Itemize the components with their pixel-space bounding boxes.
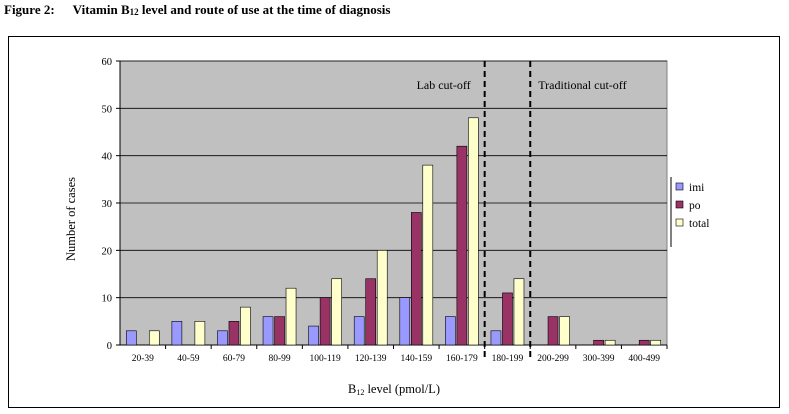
bar-imi bbox=[308, 325, 319, 346]
bar-total bbox=[422, 164, 434, 346]
y-tick-label: 30 bbox=[102, 199, 113, 210]
legend-label: total bbox=[689, 218, 709, 230]
bar-po bbox=[593, 339, 604, 346]
legend-swatch-po bbox=[675, 200, 684, 209]
x-axis-title-subscript: 12 bbox=[356, 388, 364, 397]
bar-imi bbox=[399, 297, 411, 346]
bar-imi bbox=[353, 316, 365, 346]
y-tick-label: 0 bbox=[107, 341, 112, 352]
bar-total bbox=[468, 117, 479, 346]
figure-label: Figure 2: bbox=[4, 2, 55, 17]
x-tick-label: 80-99 bbox=[268, 354, 290, 364]
bar-imi bbox=[217, 330, 228, 346]
bar-total bbox=[148, 330, 160, 346]
x-axis-title-main: B bbox=[348, 382, 356, 396]
bar-total bbox=[559, 316, 570, 346]
bar-total bbox=[194, 321, 206, 346]
bar-total bbox=[513, 278, 525, 346]
bar-po bbox=[547, 316, 559, 346]
figure-title-main: Vitamin B bbox=[72, 2, 130, 17]
x-tick-label: 140-159 bbox=[400, 354, 432, 364]
legend: imi po total bbox=[670, 177, 709, 247]
plot-area: 0 10 20 30 40 50 60 20-39 40-59 60-79 80-99 100-119… bbox=[102, 57, 668, 364]
x-tick-label: 40-59 bbox=[177, 354, 199, 364]
legend-label: imi bbox=[689, 182, 704, 194]
x-tick-label: 120-139 bbox=[355, 354, 387, 364]
y-tick-label: 10 bbox=[102, 294, 113, 305]
bar-po bbox=[638, 339, 650, 346]
bar-imi bbox=[171, 321, 183, 346]
y-tick-label: 50 bbox=[102, 104, 113, 115]
bar-imi bbox=[262, 316, 274, 346]
cutoff-label: Traditional cut-off bbox=[538, 78, 626, 92]
x-tick-label: 60-79 bbox=[223, 354, 245, 364]
bar-imi bbox=[490, 330, 502, 346]
bar-po bbox=[502, 292, 513, 346]
x-tick-label: 200-299 bbox=[537, 354, 569, 364]
x-tick-label: 100-119 bbox=[309, 354, 341, 364]
chart-frame: 0 10 20 30 40 50 60 20-39 40-59 60-79 80-99 100-119… bbox=[8, 36, 780, 408]
bar-total bbox=[331, 278, 342, 346]
bar-total bbox=[376, 250, 388, 346]
x-tick-label: 300-399 bbox=[583, 354, 615, 364]
y-tick-label: 40 bbox=[102, 152, 113, 163]
x-axis-title-rest: level (pmol/L) bbox=[364, 382, 440, 396]
bar-po bbox=[410, 212, 422, 346]
bar-total bbox=[285, 287, 297, 346]
bar-total bbox=[650, 339, 662, 346]
bar-imi bbox=[445, 316, 456, 346]
x-tick-label: 400-499 bbox=[628, 354, 660, 364]
legend-swatch-total bbox=[675, 218, 684, 227]
x-tick-label: 180-199 bbox=[492, 354, 524, 364]
bar-total bbox=[604, 339, 616, 346]
figure-caption: Figure 2: Vitamin B12 level and route of … bbox=[4, 2, 390, 18]
x-axis-title: B12 level (pmol/L) bbox=[348, 382, 440, 397]
figure-title-subscript: 12 bbox=[129, 7, 139, 17]
bar-chart: 0 10 20 30 40 50 60 20-39 40-59 60-79 80-99 100-119… bbox=[64, 57, 709, 397]
bar-po bbox=[456, 145, 468, 346]
bar-po bbox=[319, 297, 331, 346]
x-tick-label: 160-179 bbox=[446, 354, 478, 364]
figure-title: Vitamin B12 level and route of use at th… bbox=[73, 2, 391, 17]
y-tick-label: 60 bbox=[102, 57, 113, 68]
legend-label: po bbox=[689, 200, 701, 212]
figure-title-rest: level and route of use at the time of di… bbox=[138, 2, 391, 17]
bar-po bbox=[274, 316, 285, 346]
bar-po bbox=[228, 321, 240, 346]
x-tick-label: 20-39 bbox=[132, 354, 154, 364]
bar-total bbox=[240, 306, 251, 346]
y-axis-title: Number of cases bbox=[64, 177, 78, 261]
bar-imi bbox=[125, 330, 137, 346]
bar-po bbox=[365, 278, 377, 346]
legend-swatch-imi bbox=[675, 182, 684, 191]
y-tick-label: 20 bbox=[102, 246, 113, 257]
cutoff-label: Lab cut-off bbox=[417, 78, 471, 92]
